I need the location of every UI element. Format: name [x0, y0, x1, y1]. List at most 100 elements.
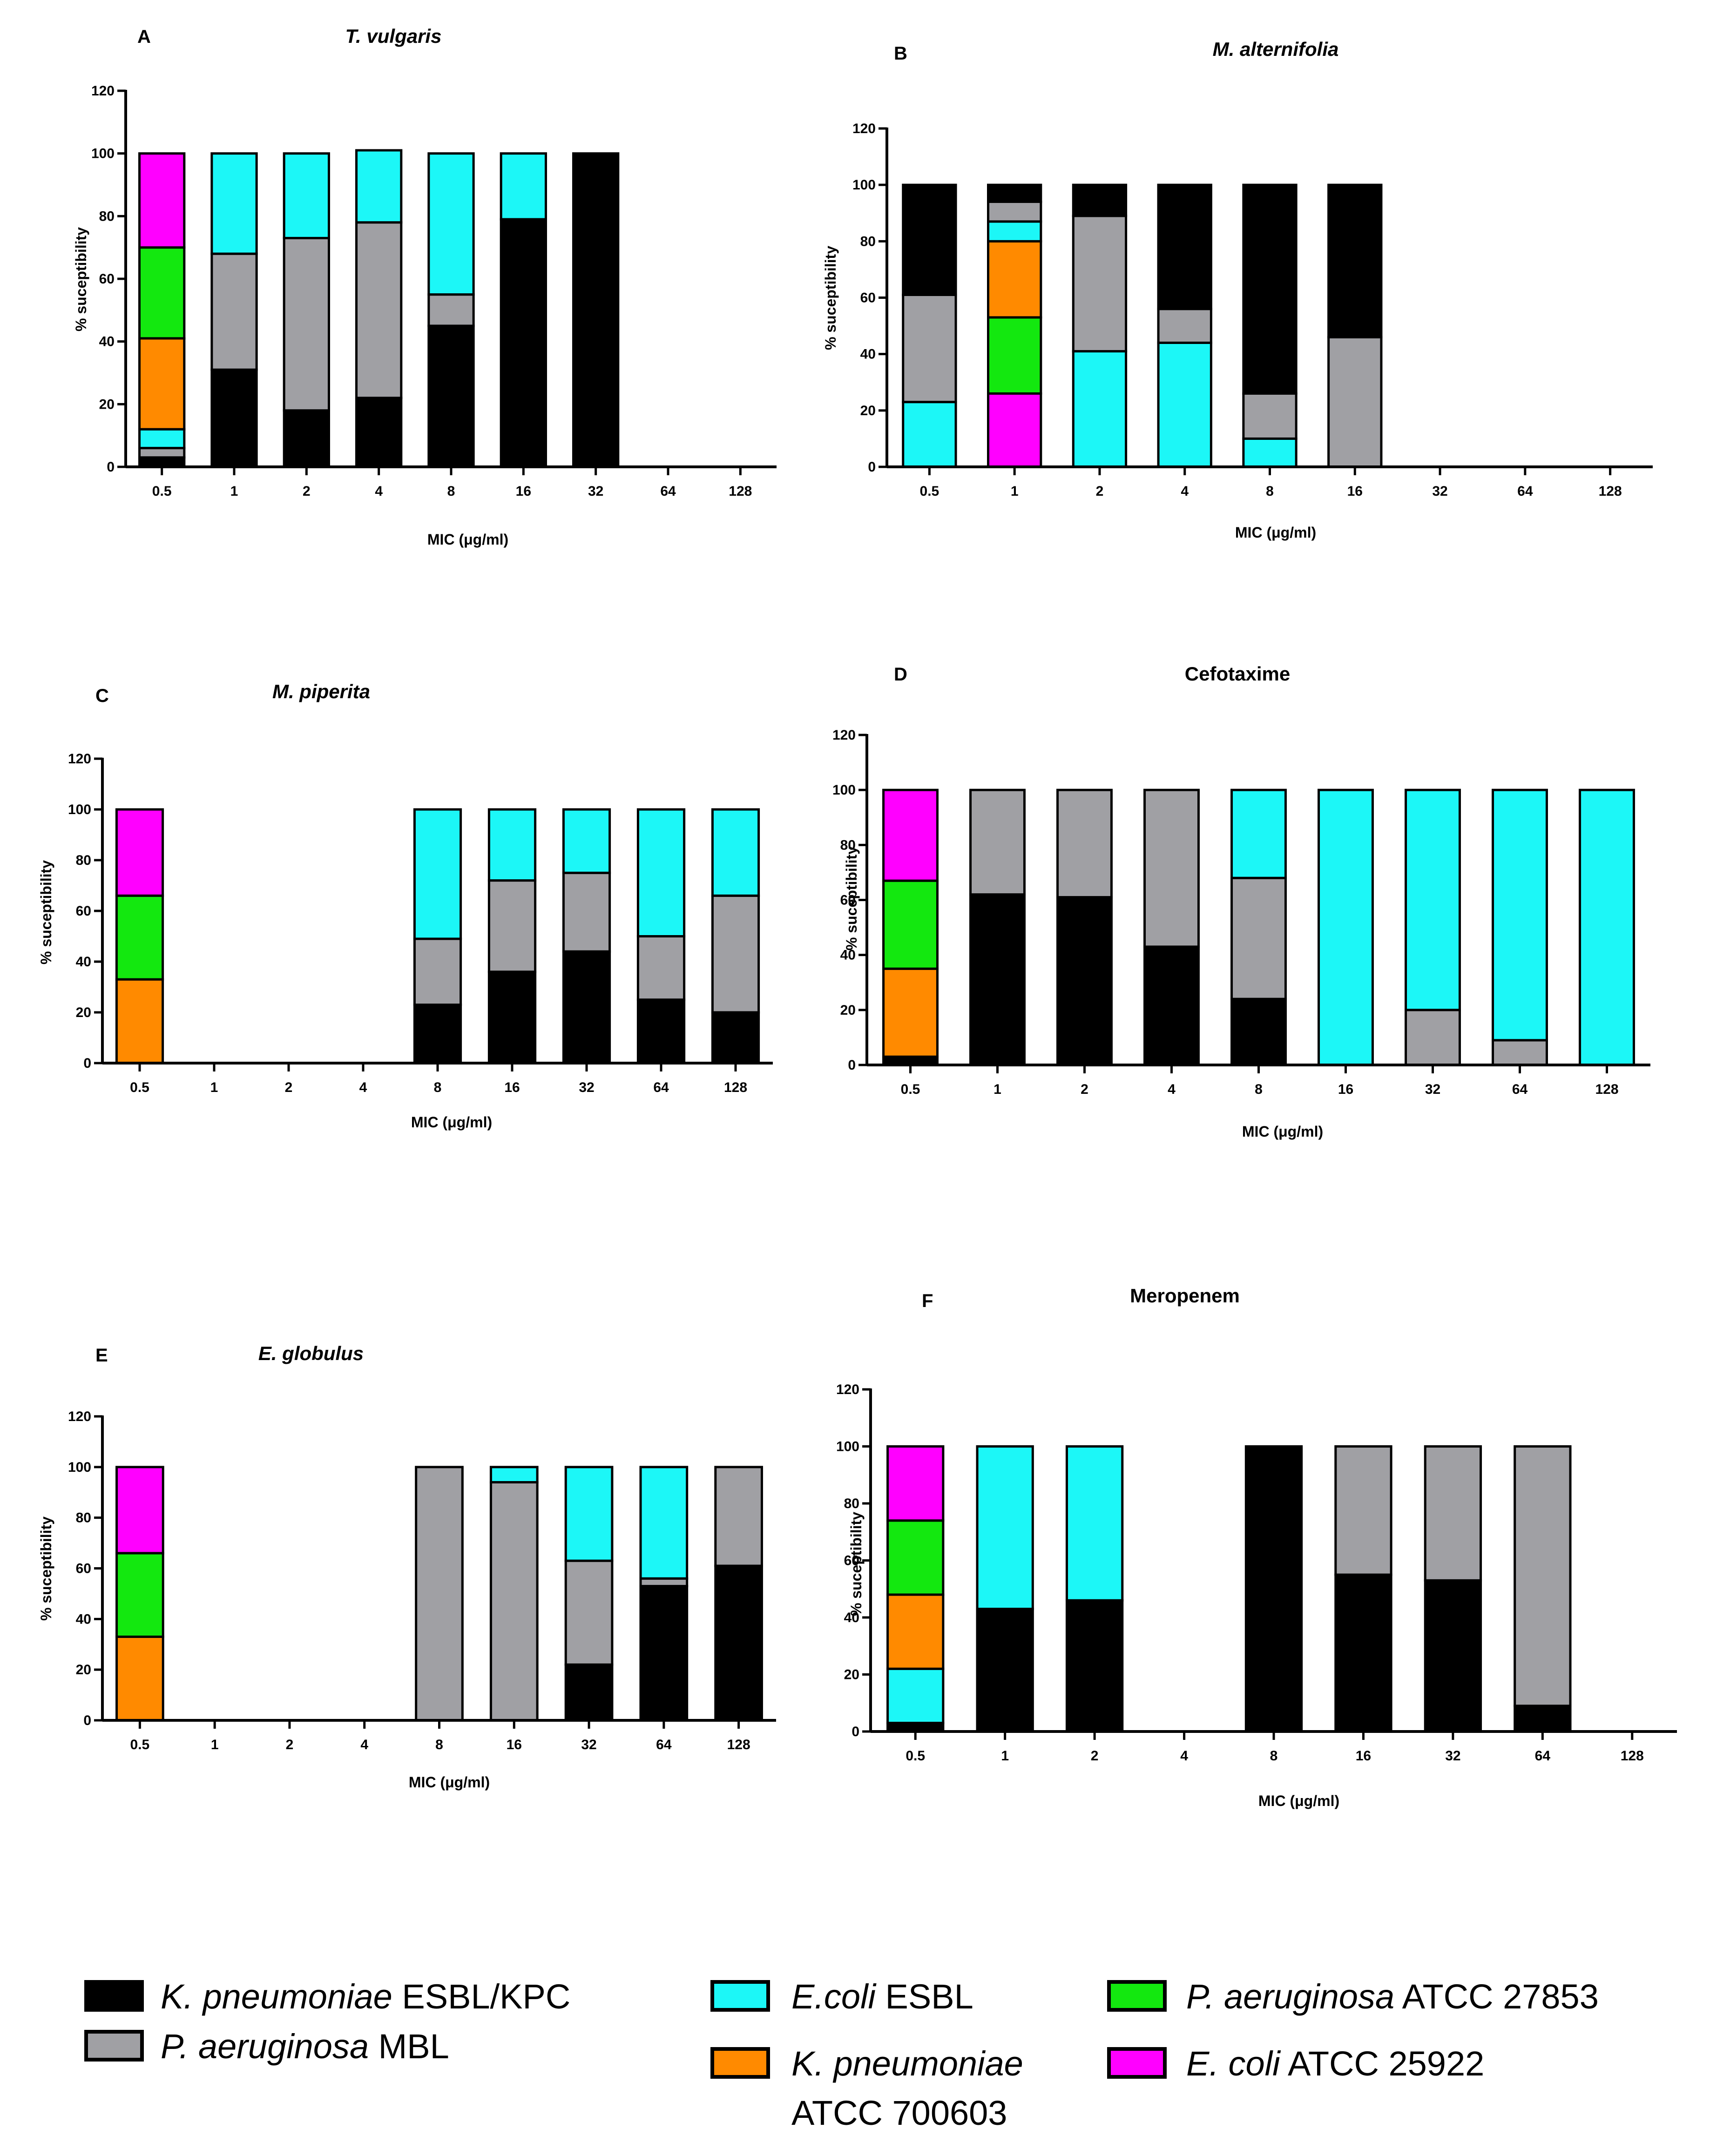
bar-group [882, 788, 1635, 1066]
x-tick-label: 64 [656, 1737, 672, 1752]
legend-swatch [710, 1980, 770, 2012]
legend-label-italic: P. aeruginosa [1186, 1977, 1394, 2016]
x-tick-label: 16 [1356, 1748, 1371, 1764]
bar-segment [487, 808, 537, 882]
bar-segment [987, 220, 1042, 243]
bar-segment [489, 1466, 539, 1483]
legend-label-line2: ATCC 700603 [791, 2094, 1007, 2132]
x-tick-label: 0.5 [152, 484, 172, 499]
bar-segment [283, 152, 330, 239]
bar-segment [138, 456, 186, 468]
y-tick-label: 80 [99, 209, 115, 224]
bar-segment [1334, 1445, 1392, 1576]
bar-segment [969, 788, 1026, 896]
x-tick-label: 8 [1255, 1082, 1263, 1097]
bar-segment [969, 893, 1026, 1066]
bar-segment [138, 152, 186, 249]
bar-segment [415, 1466, 464, 1722]
x-tick-label: 128 [727, 1737, 750, 1752]
y-axis-label: % suceptibility [73, 227, 89, 331]
bar-segment [115, 1466, 164, 1555]
bar-segment [1065, 1445, 1124, 1602]
legend-item: K. pneumoniae ESBL/KPC [84, 1977, 570, 2016]
x-tick-label: 1 [1001, 1748, 1009, 1764]
legend-label: K. pneumoniae [791, 2044, 1023, 2083]
bar-segment [1242, 392, 1298, 440]
y-tick-label: 40 [76, 1611, 91, 1627]
bar-segment [1072, 183, 1128, 217]
chart-panel-f: F Meropenem 0 20 40 60 80 100 120 0.5 1 2 4 8 16 32 64 12… [836, 1285, 1677, 1809]
y-axis-label: % suceptibility [38, 1516, 54, 1621]
x-tick-label: 8 [435, 1737, 443, 1752]
bar-segment [1157, 183, 1212, 310]
panel-letter: D [894, 664, 907, 685]
legend-label: E.coli ESBL [791, 1977, 973, 2016]
x-tick-label: 64 [1517, 484, 1533, 499]
y-tick-label: 20 [76, 1662, 91, 1678]
bar-segment [355, 397, 403, 468]
bar-segment [711, 808, 760, 897]
bar-segment [1492, 788, 1548, 1042]
bar-segment [487, 970, 537, 1065]
x-tick-label: 16 [504, 1080, 520, 1095]
x-tick-label: 4 [359, 1080, 367, 1095]
legend-label-italic: K. pneumoniae [161, 1977, 392, 2016]
x-tick-label: 2 [1096, 484, 1104, 499]
chart-panel-b: B M. alternifolia 0 20 40 60 80 100 120 0.5 1 2 4 8 16… [822, 38, 1653, 541]
bar-segment [987, 201, 1042, 223]
x-tick-label: 16 [1338, 1082, 1353, 1097]
legend-item: K. pneumoniae ATCC 700603 [710, 2044, 1023, 2132]
legend-swatch [84, 2030, 144, 2062]
x-axis-label: MIC (μg/ml) [409, 1774, 490, 1791]
bar-segment [1514, 1705, 1572, 1733]
y-tick-label: 80 [844, 1496, 859, 1511]
panel-letter: E [95, 1345, 108, 1366]
y-tick-label: 120 [836, 1382, 859, 1397]
bar-segment [902, 183, 957, 296]
x-axis-label: MIC (μg/ml) [1235, 524, 1316, 541]
bar-segment [1405, 788, 1461, 1011]
x-tick-label: 4 [1181, 484, 1189, 499]
panel-title: Cefotaxime [1185, 663, 1290, 685]
bar-segment [902, 401, 957, 468]
y-tick-label: 0 [868, 459, 876, 475]
bar-segment [1143, 945, 1200, 1066]
y-tick-label: 80 [76, 1510, 91, 1526]
x-tick-label: 1 [210, 1080, 218, 1095]
bar-segment [283, 236, 330, 412]
x-tick-label: 0.5 [906, 1748, 925, 1764]
x-axis-label: MIC (μg/ml) [1242, 1123, 1323, 1140]
y-tick-label: 120 [852, 121, 876, 136]
bar-segment [413, 937, 462, 1006]
bar-segment [355, 221, 403, 399]
panel-title: M. piperita [272, 680, 370, 702]
legend-label-italic: E.coli [791, 1977, 877, 2016]
panel-title: M. alternifolia [1213, 38, 1339, 60]
x-tick-label: 1 [211, 1737, 219, 1752]
bar-segment [987, 240, 1042, 319]
y-axis-label: % suceptibility [843, 846, 860, 950]
bar-segment [882, 788, 939, 882]
bar-segment [355, 149, 403, 224]
y-axis-label: % suceptibility [848, 1512, 865, 1616]
bar-segment [115, 978, 164, 1065]
x-tick-label: 32 [579, 1080, 594, 1095]
bar-segment [1157, 308, 1212, 344]
x-axis-label: MIC (μg/ml) [1258, 1792, 1339, 1809]
bar-segment [138, 428, 186, 450]
bar-segment [115, 808, 164, 897]
bar-segment [427, 324, 475, 468]
bar-group [115, 1466, 763, 1722]
x-tick-label: 128 [1595, 1082, 1618, 1097]
x-tick-label: 128 [1599, 484, 1622, 499]
bar-segment [1065, 1599, 1124, 1733]
x-tick-label: 2 [286, 1737, 294, 1752]
panel-title: T. vulgaris [345, 25, 442, 47]
y-tick-label: 100 [68, 1460, 91, 1475]
panel-title: Meropenem [1130, 1285, 1240, 1307]
x-tick-label: 128 [729, 484, 752, 499]
x-tick-label: 1 [994, 1082, 1001, 1097]
bar-segment [987, 183, 1042, 203]
y-tick-label: 40 [844, 1610, 859, 1625]
legend-swatch [1107, 1980, 1167, 2012]
